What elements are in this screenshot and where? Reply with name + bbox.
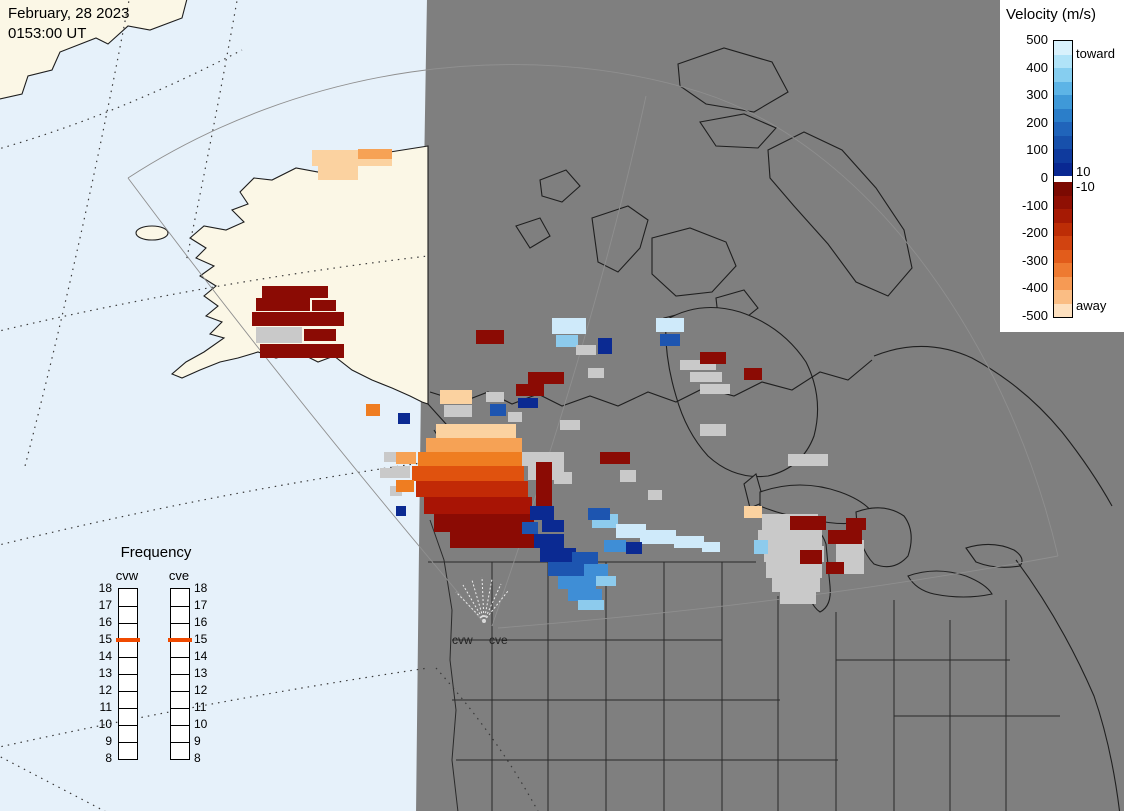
velocity-colorbar <box>1053 40 1073 318</box>
radar-label-cve: cve <box>489 633 508 647</box>
freq-column-label: cvw <box>115 568 139 583</box>
timestamp: February, 28 2023 0153:00 UT <box>8 4 129 43</box>
freq-column-label: cve <box>168 568 190 583</box>
state-borders <box>428 519 1060 811</box>
island <box>135 225 169 241</box>
frequency-marker <box>116 638 140 642</box>
frequency-marker <box>168 638 192 642</box>
freq-bar <box>116 588 140 760</box>
velocity-colorbar-labels: toward 10 -10 away <box>1076 0 1124 332</box>
chukotka-landmass <box>0 0 188 100</box>
freq-column: cvw 18 17 16 15 14 13 12 11 10 9 8 <box>88 568 152 765</box>
away-label: away <box>1076 298 1107 313</box>
freq-numbers: 18 17 16 15 14 13 12 11 10 9 8 <box>194 581 208 765</box>
frequency-legend: Frequency cvw 18 17 16 15 14 13 12 11 10 9 8 cve 1… <box>86 544 226 774</box>
radar-label-cvw: cvw <box>452 633 473 647</box>
radar-site-marker <box>482 619 486 623</box>
freq-numbers: 18 17 16 15 14 13 12 11 10 9 8 <box>98 581 112 765</box>
frequency-legend-title: Frequency <box>120 544 192 561</box>
velocity-legend: Velocity (m/s) 500 400 300 200 100 0 -100 -200-… <box>1000 0 1124 332</box>
near-zero-negative-label: -10 <box>1076 179 1095 194</box>
date-label: February, 28 2023 <box>8 5 130 22</box>
graticule-dotted <box>0 0 539 811</box>
land-day <box>0 0 429 405</box>
near-zero-positive-label: 10 <box>1076 164 1091 179</box>
velocity-legend-title: Velocity (m/s) <box>1006 6 1097 23</box>
time-label: 0153:00 UT <box>8 24 87 42</box>
radar-site-fan <box>455 576 509 622</box>
toward-label: toward <box>1076 46 1116 61</box>
freq-bar <box>168 588 192 760</box>
freq-column: cve 18 17 16 15 14 13 12 11 10 9 8 <box>156 568 220 765</box>
velocity-ticks: 500 400 300 200 100 0 -100 -200 -300 -400 -500 <box>1021 32 1048 323</box>
